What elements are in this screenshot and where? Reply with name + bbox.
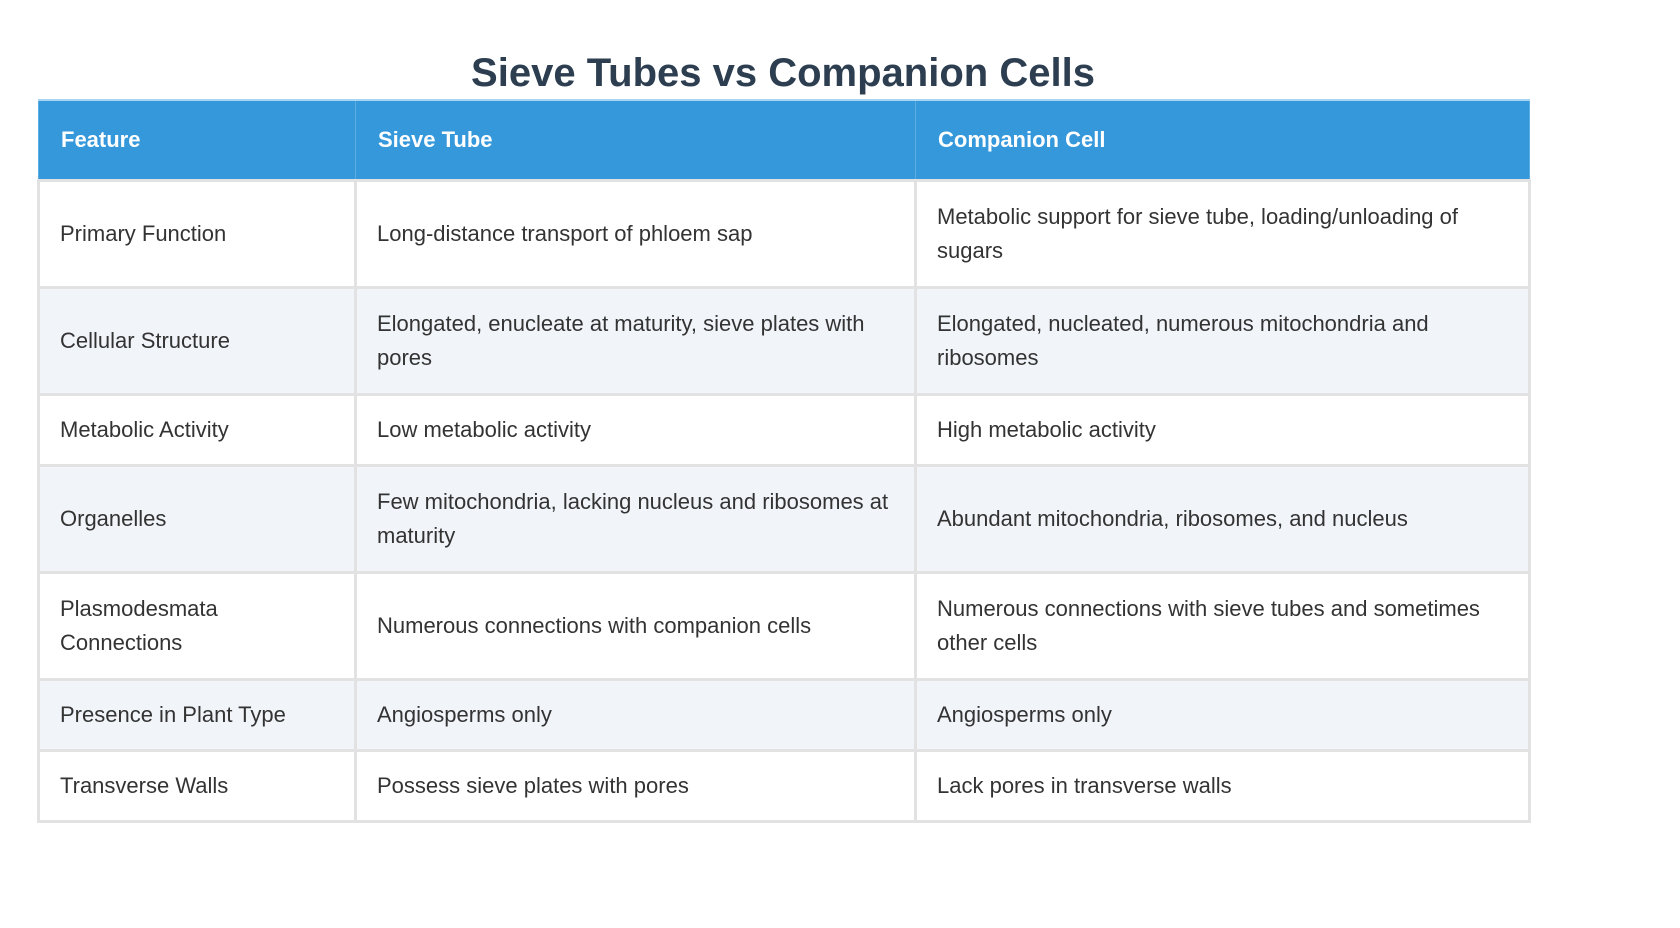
cell-feature: Organelles [37, 464, 357, 574]
cell-companion-cell: Elongated, nucleated, numerous mitochond… [914, 286, 1531, 396]
cell-companion-cell: Metabolic support for sieve tube, loadin… [914, 179, 1531, 289]
table-header-row: Feature Sieve Tube Companion Cell [38, 99, 1530, 181]
table-row: Metabolic Activity Low metabolic activit… [37, 393, 1531, 467]
cell-feature: Presence in Plant Type [37, 678, 357, 752]
cell-sieve-tube: Few mitochondria, lacking nucleus and ri… [354, 464, 917, 574]
table-row: Cellular Structure Elongated, enucleate … [37, 286, 1531, 396]
table-row: Organelles Few mitochondria, lacking nuc… [37, 464, 1531, 574]
table-row: Transverse Walls Possess sieve plates wi… [37, 749, 1531, 823]
cell-sieve-tube: Elongated, enucleate at maturity, sieve … [354, 286, 917, 396]
header-sieve-tube: Sieve Tube [355, 99, 916, 181]
table-row: Presence in Plant Type Angiosperms only … [37, 678, 1531, 752]
header-feature: Feature [38, 99, 356, 181]
header-companion-cell: Companion Cell [915, 99, 1530, 181]
cell-feature: Cellular Structure [37, 286, 357, 396]
cell-sieve-tube: Angiosperms only [354, 678, 917, 752]
comparison-table: Feature Sieve Tube Companion Cell Primar… [37, 99, 1531, 823]
cell-sieve-tube: Possess sieve plates with pores [354, 749, 917, 823]
cell-feature: Transverse Walls [37, 749, 357, 823]
table-row: Primary Function Long-distance transport… [37, 179, 1531, 289]
table-row: Plasmodesmata Connections Numerous conne… [37, 571, 1531, 681]
cell-feature: Metabolic Activity [37, 393, 357, 467]
cell-companion-cell: Numerous connections with sieve tubes an… [914, 571, 1531, 681]
cell-feature: Primary Function [37, 179, 357, 289]
cell-sieve-tube: Numerous connections with companion cell… [354, 571, 917, 681]
cell-sieve-tube: Low metabolic activity [354, 393, 917, 467]
cell-companion-cell: High metabolic activity [914, 393, 1531, 467]
cell-companion-cell: Abundant mitochondria, ribosomes, and nu… [914, 464, 1531, 574]
cell-sieve-tube: Long-distance transport of phloem sap [354, 179, 917, 289]
cell-feature: Plasmodesmata Connections [37, 571, 357, 681]
page-title: Sieve Tubes vs Companion Cells [471, 50, 1095, 95]
cell-companion-cell: Angiosperms only [914, 678, 1531, 752]
cell-companion-cell: Lack pores in transverse walls [914, 749, 1531, 823]
